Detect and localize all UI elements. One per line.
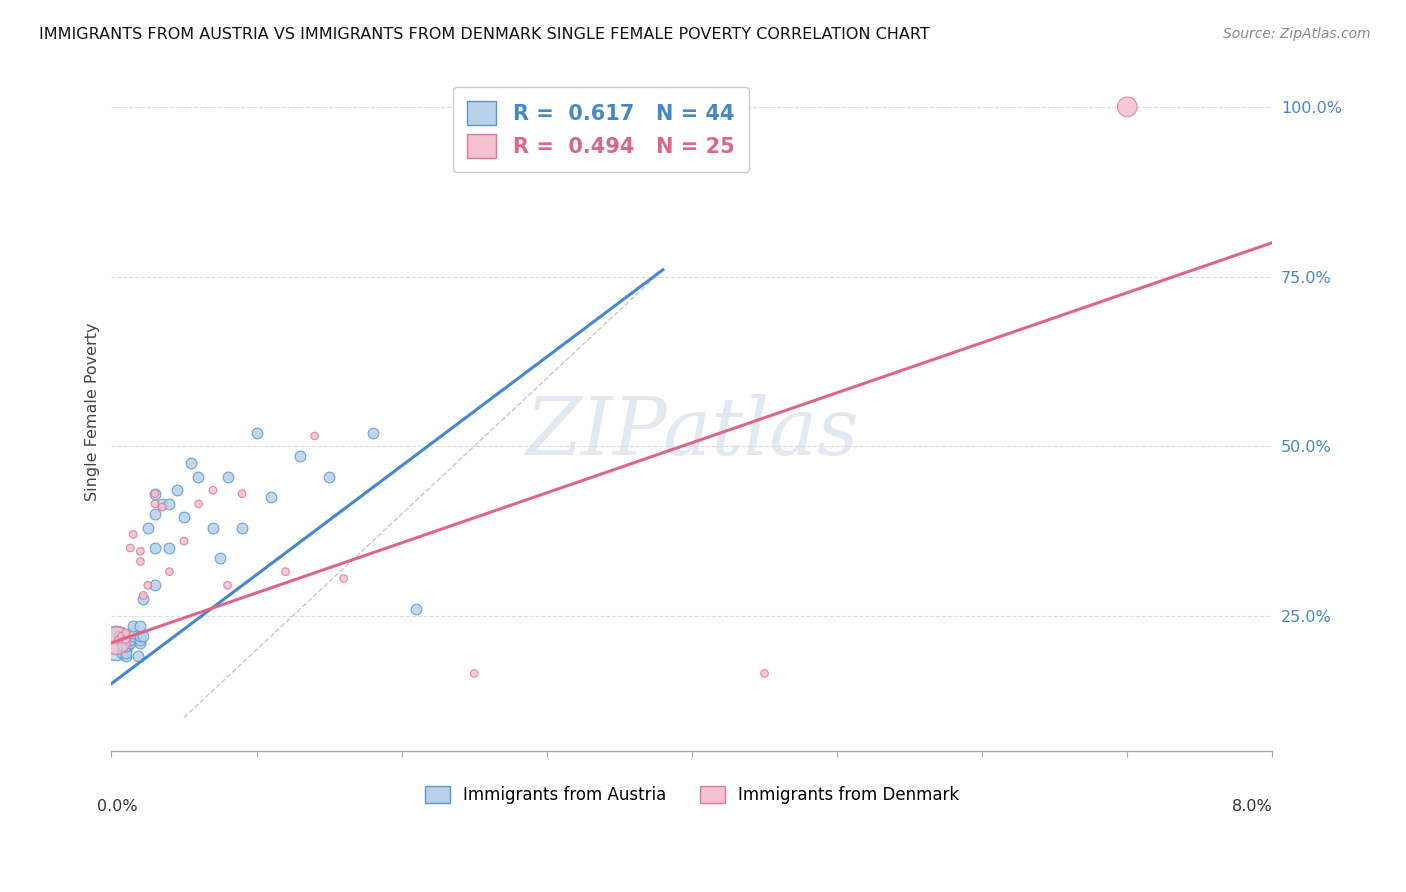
Point: [107, 629, 129, 643]
Point: [159, 497, 181, 511]
Legend: R =  0.617   N = 44, R =  0.494   N = 25: R = 0.617 N = 44, R = 0.494 N = 25: [453, 87, 749, 172]
Point: [318, 469, 340, 483]
Point: [180, 456, 202, 470]
Point: [1116, 100, 1139, 114]
Point: [110, 629, 132, 643]
Text: 8.0%: 8.0%: [1232, 799, 1272, 814]
Point: [129, 619, 152, 633]
Point: [129, 554, 152, 568]
Point: [361, 425, 384, 440]
Point: [143, 507, 166, 521]
Point: [173, 510, 195, 524]
Point: [115, 632, 138, 647]
Point: [111, 640, 134, 654]
Point: [129, 636, 152, 650]
Point: [120, 541, 142, 555]
Point: [231, 486, 253, 500]
Point: [217, 578, 239, 592]
Point: [136, 520, 159, 534]
Point: [115, 625, 138, 640]
Point: [143, 497, 166, 511]
Point: [201, 483, 224, 498]
Point: [288, 450, 311, 464]
Point: [107, 632, 129, 647]
Point: [120, 632, 142, 647]
Point: [132, 629, 155, 643]
Point: [150, 497, 173, 511]
Point: [304, 429, 326, 443]
Point: [107, 632, 129, 647]
Text: Source: ZipAtlas.com: Source: ZipAtlas.com: [1223, 27, 1371, 41]
Point: [115, 640, 138, 654]
Point: [754, 666, 776, 681]
Point: [274, 565, 297, 579]
Point: [143, 486, 166, 500]
Point: [332, 572, 354, 586]
Point: [405, 602, 427, 616]
Point: [115, 649, 138, 664]
Point: [201, 520, 224, 534]
Point: [129, 629, 152, 643]
Point: [209, 551, 232, 566]
Point: [159, 541, 181, 555]
Point: [136, 578, 159, 592]
Text: ZIPatlas: ZIPatlas: [526, 394, 859, 471]
Point: [104, 632, 127, 647]
Point: [115, 646, 138, 660]
Point: [463, 666, 485, 681]
Point: [150, 500, 173, 515]
Point: [104, 636, 127, 650]
Point: [122, 625, 145, 640]
Point: [159, 565, 181, 579]
Point: [115, 632, 138, 647]
Point: [166, 483, 188, 498]
Point: [132, 589, 155, 603]
Point: [173, 534, 195, 549]
Point: [127, 649, 149, 664]
Point: [231, 520, 253, 534]
Point: [217, 469, 239, 483]
Point: [187, 497, 209, 511]
Point: [143, 541, 166, 555]
Point: [245, 425, 267, 440]
Point: [129, 632, 152, 647]
Point: [122, 629, 145, 643]
Text: 0.0%: 0.0%: [97, 799, 138, 814]
Point: [122, 527, 145, 541]
Point: [129, 544, 152, 558]
Text: IMMIGRANTS FROM AUSTRIA VS IMMIGRANTS FROM DENMARK SINGLE FEMALE POVERTY CORRELA: IMMIGRANTS FROM AUSTRIA VS IMMIGRANTS FR…: [39, 27, 931, 42]
Point: [260, 490, 283, 504]
Point: [122, 619, 145, 633]
Point: [651, 100, 673, 114]
Point: [110, 646, 132, 660]
Point: [120, 636, 142, 650]
Point: [565, 100, 588, 114]
Point: [143, 486, 166, 500]
Point: [143, 578, 166, 592]
Point: [187, 469, 209, 483]
Point: [132, 591, 155, 606]
Y-axis label: Single Female Poverty: Single Female Poverty: [86, 323, 100, 501]
